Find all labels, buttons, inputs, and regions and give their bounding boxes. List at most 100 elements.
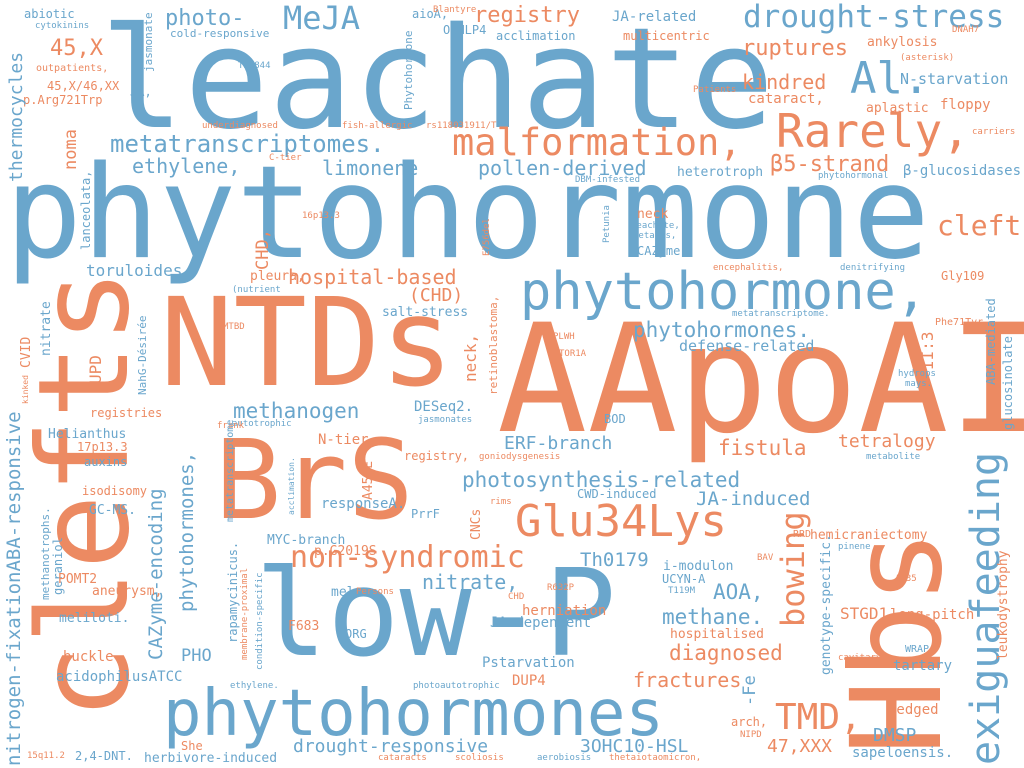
word-ethylene-period: ethylene. (230, 681, 279, 691)
word-mtbd: MTBD (223, 322, 245, 332)
word-pomt2: POMT2 (58, 572, 98, 587)
word-rarely: Rarely, (776, 104, 970, 158)
word-bod: BOD (604, 412, 626, 426)
word-leachate-comma: leachate, (631, 221, 680, 231)
word-diagnosed: diagnosed (669, 641, 783, 665)
word-phytohormone: phytohormone (5, 139, 930, 288)
word-cytokinins: cytokinins (35, 21, 90, 31)
word-ja-dependent: JA-dependent (490, 615, 592, 631)
word-encephalitis: encephalitis, (713, 263, 784, 273)
word-hydrops: hydrops (898, 369, 936, 379)
word-16p13-3: 16p13.3 (302, 211, 340, 221)
word-f683: F683 (288, 619, 320, 634)
word-al: Al. (850, 53, 930, 104)
word-gly109: Gly109 (941, 269, 985, 283)
word-drought-responsive: drought-responsive (293, 736, 489, 757)
word-aba-mediated: ABA-mediated (984, 298, 998, 385)
word-p-arg721trp: p.Arg721Trp (23, 93, 103, 107)
word-hemicraniectomy: hemicraniectomy (810, 528, 928, 543)
word-responsea: responseA. (321, 496, 406, 512)
word-plwh: PLWH (553, 332, 575, 342)
word-cazyme: CAZyme (637, 244, 681, 258)
word-ucyn-a: UCYN-A (662, 572, 706, 586)
word-thermocycles: thermocycles (6, 51, 27, 182)
word-metatranscriptome: metatranscriptome (225, 419, 236, 522)
word-scoliosis: scoliosis (455, 753, 504, 763)
word-ii3: II:3 (918, 331, 937, 370)
word-dbm-infested: DBM-infested (575, 175, 641, 185)
word-auxins: auxins (84, 455, 128, 469)
word-dnah7: DNAH7 (952, 25, 980, 35)
word-myc-branch: MYC-branch (267, 533, 346, 548)
word-glu34lys: Glu34Lys (515, 496, 727, 547)
word-phytohormone-comma: phytohormone, (520, 262, 927, 322)
word-minus-fe: -Fe (740, 675, 760, 706)
word-melon: melon. (331, 585, 378, 600)
word-phytohormones: phytohormones (163, 677, 664, 751)
word-ankylosis: ankylosis (867, 35, 938, 50)
word-registry: registry (474, 3, 580, 28)
word-cleft: cleft (937, 209, 1022, 242)
word-acclimation-period: acclimation. (287, 457, 296, 515)
word-glucosinolate: glucosinolate (1001, 336, 1015, 430)
word-metatranscriptome-period: metatranscriptome. (732, 309, 830, 319)
word-t119m: T119M (668, 586, 696, 596)
word-phytohormones-comma: phytohormones, (176, 451, 198, 612)
word-herbivore-induced: herbivore-induced (144, 751, 278, 766)
word-retinoblastoma: retinoblastoma, (487, 295, 500, 395)
word-nitrate: nitrate (39, 301, 54, 356)
word-prrf: PrrF (411, 507, 440, 521)
word-methanogen: methanogen (233, 399, 360, 423)
word-metatranscriptomes: metatranscriptomes. (110, 130, 385, 158)
word-47xxx: 47,XXX (767, 736, 833, 757)
word-methanotrophs: methanotrophs. (39, 507, 52, 600)
word-a454e: A454E (361, 460, 376, 500)
word-phytohormone-cap: Phytohormone (402, 30, 415, 110)
word-heterotroph: heterotroph (677, 165, 764, 180)
word-aerobiosis: aerobiosis (537, 753, 592, 763)
word-registries: registries (90, 406, 163, 420)
word-wedged: wedged (888, 702, 939, 718)
word-phytohormones-period: phytohormones. (633, 318, 811, 342)
word-jasmonate: jasmonate (142, 12, 155, 72)
word-she: She (181, 739, 203, 753)
word-th0179: Th0179 (580, 549, 649, 571)
word-lanceolata: lanceolata, (79, 170, 93, 250)
word-persons: Persons (356, 587, 394, 597)
word-leachate: leachate (100, 0, 775, 161)
word-dup4: DUP4 (512, 673, 546, 689)
word-drought-stress: drought-stress (743, 0, 1005, 35)
word-e756del: E756del (482, 218, 492, 256)
word-deseq2: DESeq2. (414, 399, 474, 415)
word-nahg: NahG-Désirée (136, 315, 149, 395)
word-gc-ms: GC-MS. (89, 503, 136, 518)
word-wrap: WRAP (905, 644, 930, 655)
word-ja-induced: JA-induced (696, 488, 811, 510)
word-org: ORG (345, 627, 367, 641)
word-cataracts: cataracts (378, 753, 427, 763)
word-low-p: low-P (255, 545, 617, 684)
word-rims: rims (490, 497, 512, 507)
word-asterisk: (asterisk) (900, 53, 955, 63)
word-osnlp4: OsNLP4 (443, 23, 487, 37)
word-jasmonates: jasmonates (418, 415, 473, 425)
word-2-4-dnt: 2,4-DNT. (75, 749, 133, 763)
word-cncs: CNCs (469, 508, 484, 540)
word-autotrophic: autotrophic (232, 419, 292, 429)
word-n-starvation: N-starvation (900, 70, 1009, 88)
word-neck-comma: neck, (461, 333, 480, 382)
word-ja-related: JA-related (612, 9, 697, 25)
word-malformation: malformation, (452, 121, 742, 164)
word-ntds: NTDs (160, 272, 454, 414)
word-cwd-induced: CWD-induced (577, 487, 657, 501)
word-sapeloensis: sapeloensis. (852, 745, 954, 761)
word-beta5-strand: β5-strand (770, 152, 890, 177)
word-cataract: cataract, (748, 91, 824, 107)
word-r632p: R632P (547, 583, 575, 593)
word-n-tier: N-tier (318, 432, 369, 448)
word-fistula: fistula (718, 436, 807, 460)
word-kindred: kindred (742, 70, 827, 94)
word-fractures: fractures (633, 668, 742, 692)
word-cazyme-encoding: CAZyme-encoding (145, 488, 167, 660)
word-pho: PHO (181, 646, 212, 666)
